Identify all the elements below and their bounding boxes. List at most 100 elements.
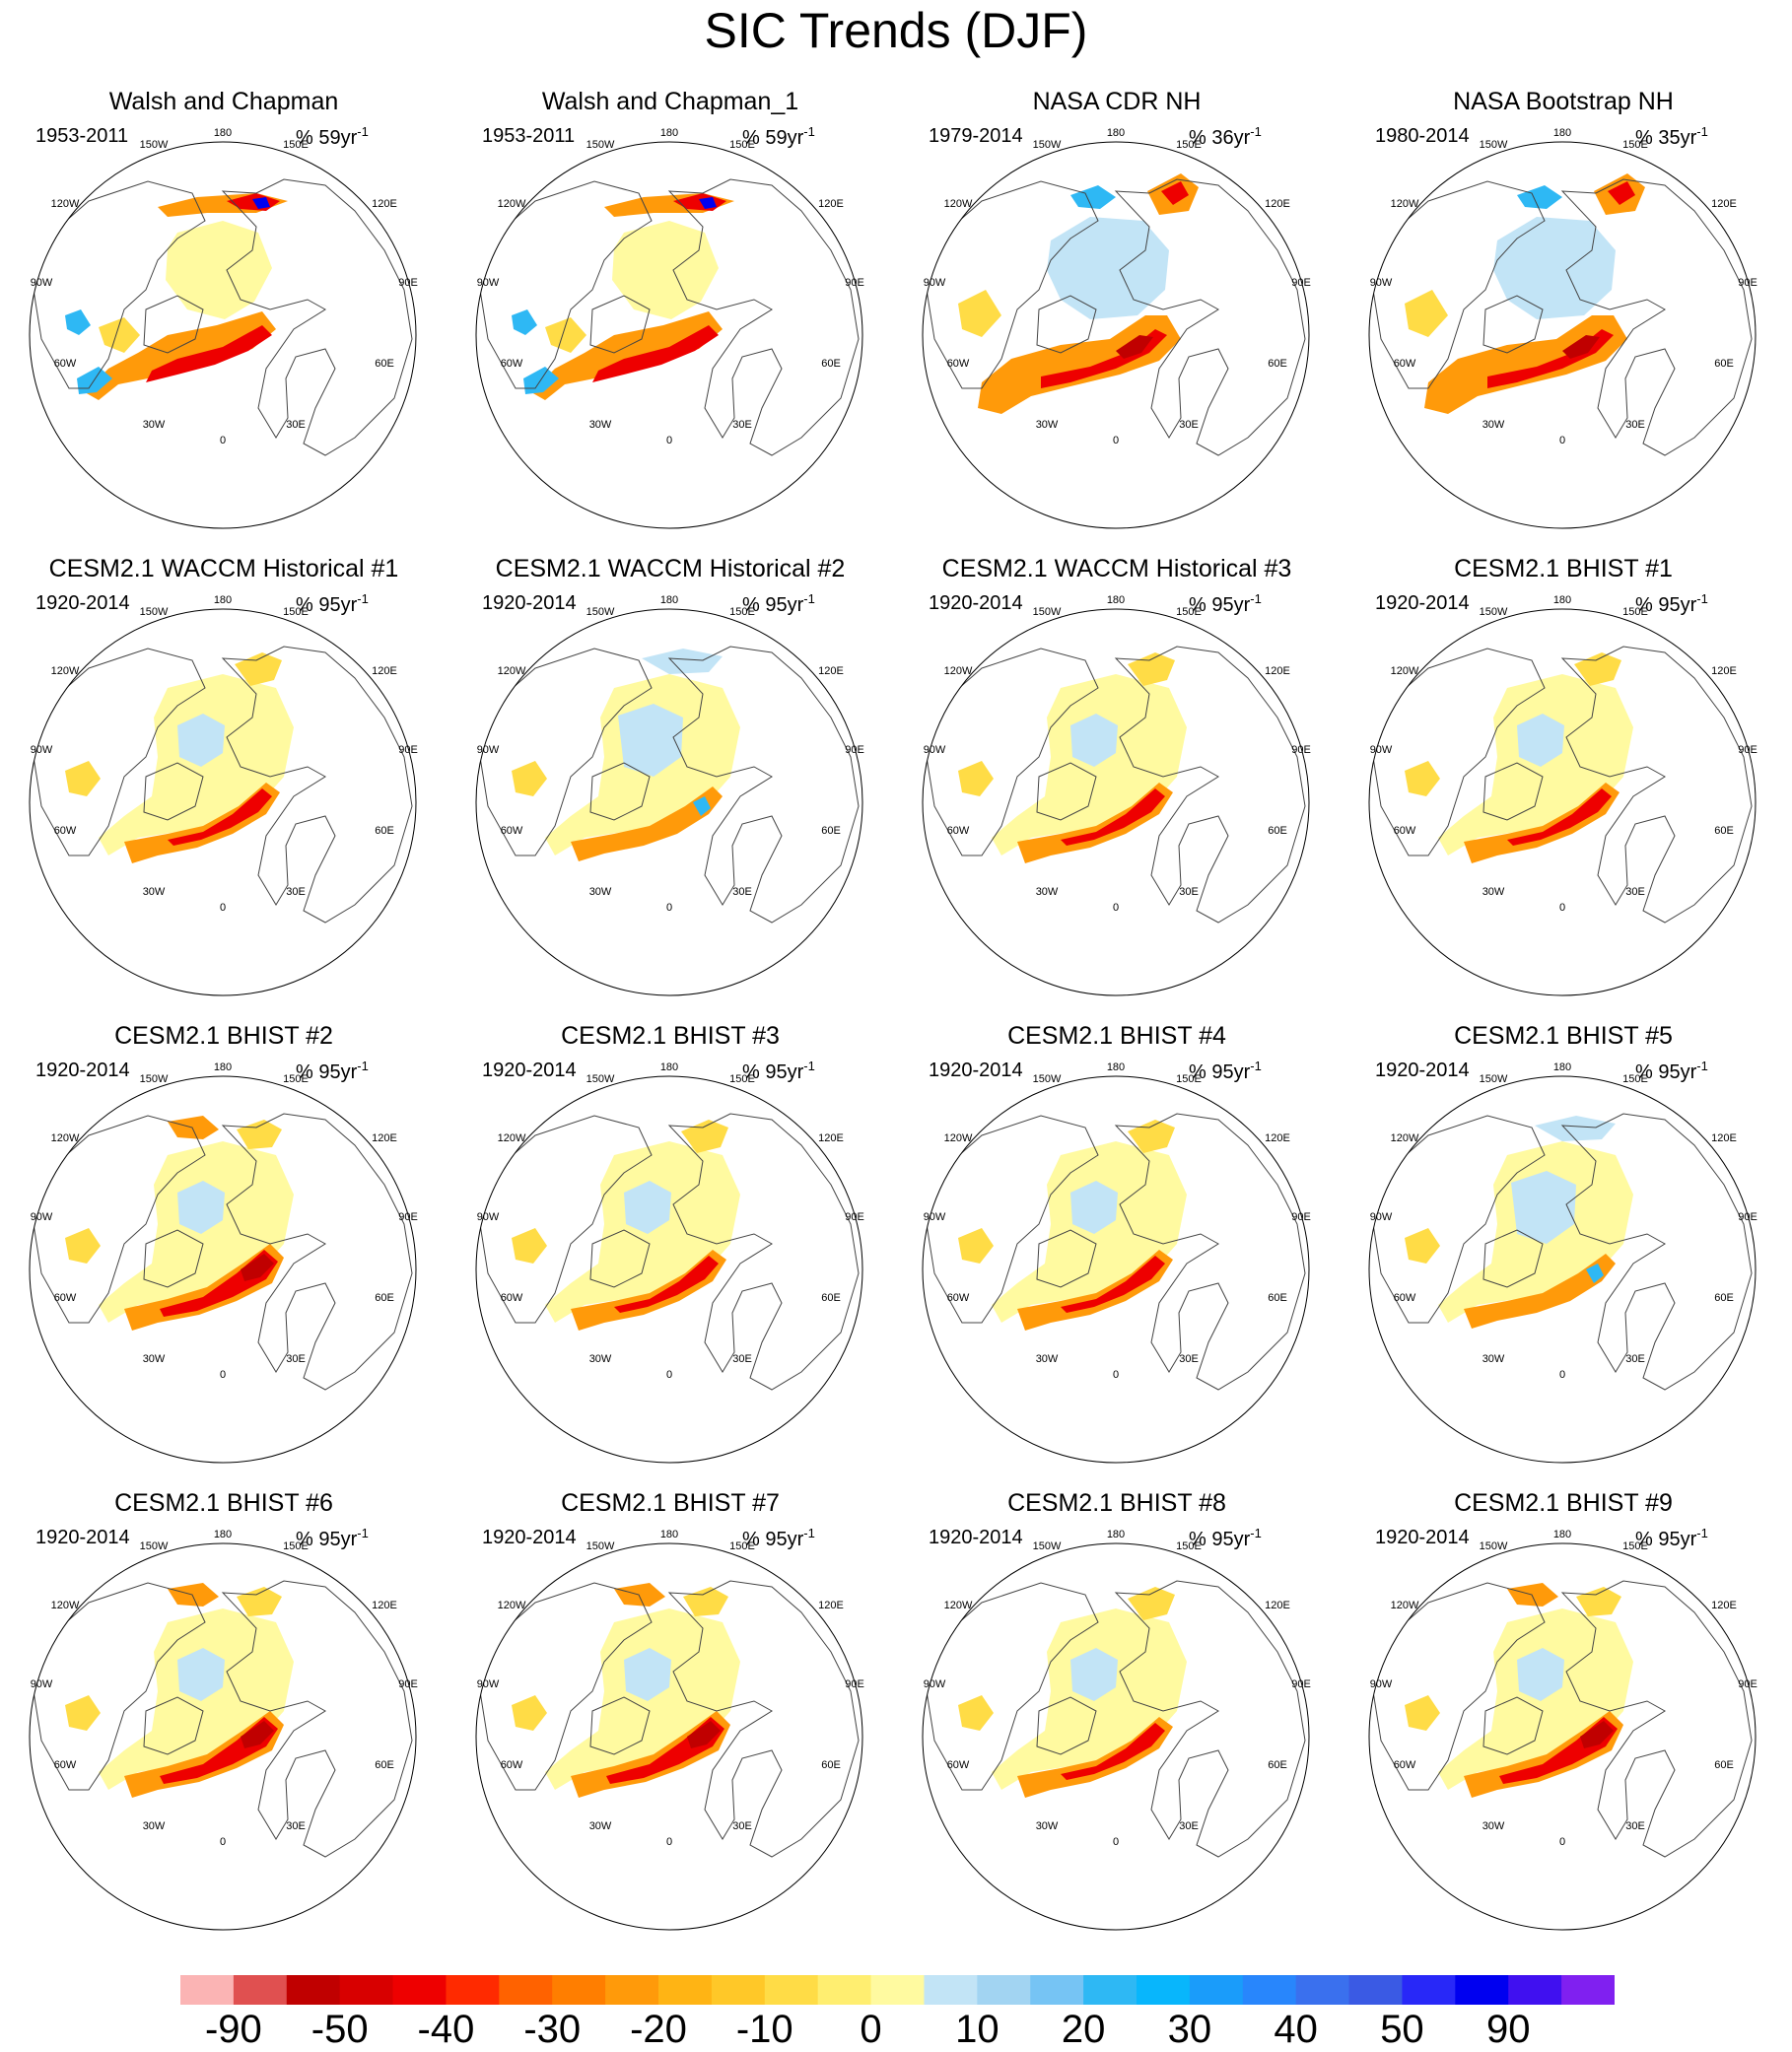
sic-trend-field bbox=[65, 1228, 101, 1264]
landmass bbox=[221, 646, 413, 923]
colorbar-swatch bbox=[658, 1975, 713, 2005]
sic-trend-field bbox=[612, 221, 719, 319]
longitude-label: 120E bbox=[818, 665, 844, 677]
sic-trend-field bbox=[614, 1583, 665, 1607]
longitude-label: 120E bbox=[1711, 665, 1737, 677]
landmass bbox=[1560, 1113, 1753, 1391]
longitude-label: 60W bbox=[1394, 825, 1416, 837]
panel-period: 1920-2014 bbox=[482, 592, 577, 614]
longitude-label: 150W bbox=[140, 606, 169, 618]
longitude-label: 120W bbox=[1391, 1132, 1419, 1144]
colorbar-swatch bbox=[870, 1975, 925, 2005]
longitude-label: 120E bbox=[372, 198, 397, 210]
landmass bbox=[1482, 1229, 1544, 1288]
longitude-label: 180 bbox=[1553, 1061, 1571, 1073]
longitude-label: 60E bbox=[1714, 1759, 1734, 1771]
colorbar-label: -50 bbox=[310, 2008, 369, 2051]
panel-percent: % 59yr-1 bbox=[742, 120, 815, 150]
sic-trend-field bbox=[512, 761, 547, 796]
landmass bbox=[1482, 295, 1544, 354]
sic-trend-field bbox=[1608, 181, 1635, 205]
longitude-label: 150E bbox=[1176, 1540, 1202, 1552]
longitude-label: 150W bbox=[140, 1073, 169, 1085]
landmass bbox=[1560, 1580, 1753, 1858]
longitude-label: 30E bbox=[286, 419, 306, 431]
longitude-label: 0 bbox=[220, 1836, 226, 1848]
longitude-label: 30E bbox=[732, 1820, 752, 1832]
longitude-label: 150E bbox=[1176, 606, 1202, 618]
longitude-label: 120W bbox=[498, 1132, 526, 1144]
longitude-label: 90E bbox=[398, 277, 418, 289]
sic-trend-field bbox=[235, 652, 282, 686]
longitude-label: 120W bbox=[1391, 198, 1419, 210]
longitude-label: 30W bbox=[589, 419, 612, 431]
percent-value: % 95 bbox=[1189, 594, 1234, 616]
percent-exponent: -1 bbox=[1696, 1059, 1708, 1073]
percent-unit: yr bbox=[340, 594, 358, 616]
panel-percent: % 95yr-1 bbox=[742, 1055, 815, 1084]
longitude-label: 120W bbox=[944, 1132, 973, 1144]
map-border bbox=[29, 141, 417, 529]
percent-exponent: -1 bbox=[803, 591, 815, 606]
percent-unit: yr bbox=[340, 1061, 358, 1083]
map-panel: CESM2.1 BHIST #1 1920-2014 % 95yr-1 180 150W… bbox=[1340, 554, 1787, 1021]
percent-unit: yr bbox=[787, 1061, 804, 1083]
longitude-label: 90W bbox=[31, 277, 53, 289]
sic-trend-field bbox=[687, 1721, 721, 1748]
sic-trend-field bbox=[1405, 290, 1448, 337]
longitude-label: 90E bbox=[845, 277, 864, 289]
colorbar-swatch bbox=[1348, 1975, 1403, 2005]
panel-period: 1920-2014 bbox=[482, 1527, 577, 1548]
longitude-label: 0 bbox=[1559, 1369, 1565, 1381]
longitude-label: 0 bbox=[220, 1369, 226, 1381]
percent-value: % 95 bbox=[742, 594, 788, 616]
longitude-label: 60W bbox=[501, 825, 523, 837]
longitude-label: 150E bbox=[283, 139, 309, 151]
map-border bbox=[922, 608, 1310, 996]
sic-trend-field bbox=[1061, 1723, 1165, 1780]
landmass bbox=[143, 1229, 204, 1288]
longitude-label: 180 bbox=[214, 127, 232, 139]
panel-period: 1920-2014 bbox=[929, 1060, 1023, 1081]
colorbar bbox=[180, 1975, 1615, 2005]
landmass bbox=[926, 1115, 1099, 1324]
sic-trend-field bbox=[958, 1695, 994, 1731]
longitude-label: 30W bbox=[1482, 1353, 1505, 1365]
longitude-label: 0 bbox=[1113, 1836, 1119, 1848]
longitude-label: 150E bbox=[729, 1073, 755, 1085]
panel-percent: % 95yr-1 bbox=[742, 587, 815, 617]
longitude-label: 120E bbox=[1265, 1132, 1290, 1144]
percent-unit: yr bbox=[1233, 127, 1251, 149]
polar-map: 180 150W 150E 120W 120E 90W 90E 60W 60E 30W 30E 0 bbox=[475, 1529, 864, 1931]
sic-trend-field bbox=[168, 788, 272, 846]
sic-trend-field bbox=[1517, 185, 1562, 209]
longitude-label: 60E bbox=[1268, 825, 1287, 837]
polar-map: 180 150W 150E 120W 120E 90W 90E 60W 60E 30W 30E 0 bbox=[922, 594, 1311, 996]
percent-exponent: -1 bbox=[1250, 1526, 1262, 1540]
longitude-label: 150W bbox=[1480, 1073, 1508, 1085]
polar-map: 180 150W 150E 120W 120E 90W 90E 60W 60E 30W 30E 0 bbox=[922, 1529, 1311, 1931]
percent-exponent: -1 bbox=[1696, 1526, 1708, 1540]
longitude-label: 120W bbox=[51, 665, 80, 677]
colorbar-swatch bbox=[446, 1975, 500, 2005]
panel-title: CESM2.1 WACCM Historical #1 bbox=[48, 555, 399, 582]
sic-trend-field bbox=[1047, 217, 1169, 319]
longitude-label: 30W bbox=[1036, 886, 1059, 898]
panel-percent: % 95yr-1 bbox=[1189, 1055, 1262, 1084]
longitude-label: 30E bbox=[1179, 419, 1199, 431]
sic-trend-field bbox=[1061, 788, 1165, 846]
polar-map: 180 150W 150E 120W 120E 90W 90E 60W 60E 30W 30E 0 bbox=[922, 1061, 1311, 1464]
sic-trend-field bbox=[1464, 783, 1620, 863]
sic-trend-field bbox=[65, 309, 91, 335]
sic-trend-field bbox=[1116, 335, 1153, 359]
sic-trend-field bbox=[523, 367, 559, 394]
sic-trend-field bbox=[618, 704, 683, 777]
longitude-label: 30E bbox=[286, 886, 306, 898]
longitude-label: 180 bbox=[660, 127, 678, 139]
map-border bbox=[29, 608, 417, 996]
panel-period: 1953-2011 bbox=[35, 125, 129, 147]
longitude-label: 60W bbox=[501, 1292, 523, 1304]
longitude-label: 30W bbox=[1036, 1820, 1059, 1832]
panel-period: 1953-2011 bbox=[482, 125, 576, 147]
landmass bbox=[589, 295, 651, 354]
